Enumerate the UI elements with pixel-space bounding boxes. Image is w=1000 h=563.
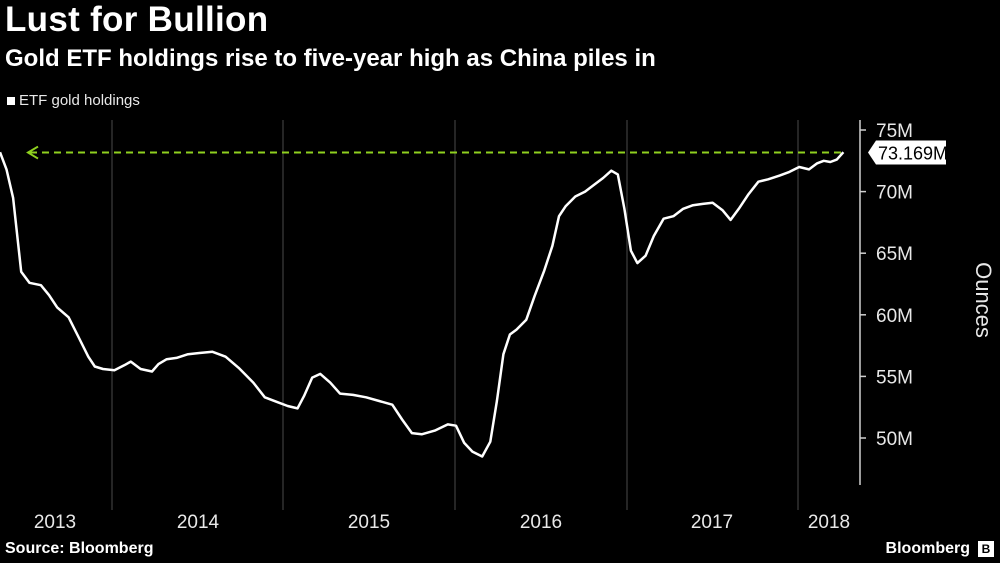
y-tick-label: 75M <box>876 121 913 142</box>
y-tick-label: 60M <box>876 306 913 327</box>
chart-subtitle: Gold ETF holdings rise to five-year high… <box>5 45 656 72</box>
x-tick-label: 2018 <box>808 512 850 533</box>
target-arrow-icon <box>26 145 39 160</box>
value-callout-label: 73.169M <box>878 144 948 164</box>
x-tick-label: 2016 <box>520 512 562 533</box>
chart-title: Lust for Bullion <box>5 0 269 39</box>
legend: ETF gold holdings <box>7 92 140 109</box>
x-tick-label: 2013 <box>34 512 76 533</box>
legend-swatch <box>7 96 15 105</box>
y-tick-label: 65M <box>876 244 913 265</box>
brand-name: Bloomberg <box>885 540 970 557</box>
y-tick-label: 50M <box>876 429 913 450</box>
x-tick-label: 2017 <box>691 512 733 533</box>
y-tick-label: 70M <box>876 183 913 204</box>
brand-logo-icon: B <box>978 541 994 557</box>
y-tick-label: 55M <box>876 367 913 388</box>
source-note: Source: Bloomberg <box>5 540 154 557</box>
series-line-etf-gold-holdings <box>0 151 845 458</box>
x-tick-label: 2014 <box>177 512 220 533</box>
x-tick-label: 2015 <box>348 512 390 533</box>
y-axis-label: Ounces <box>971 262 996 338</box>
value-callout <box>868 140 946 165</box>
legend-label: ETF gold holdings <box>19 92 140 109</box>
